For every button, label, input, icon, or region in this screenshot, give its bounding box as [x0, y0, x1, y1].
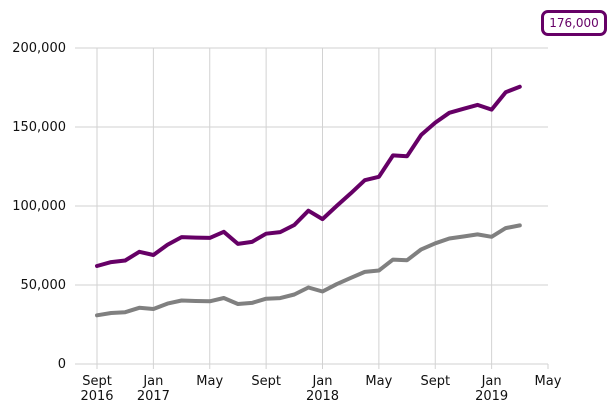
x-tick-year-label: 2016 — [80, 389, 113, 404]
x-tick-label: Sept — [82, 374, 112, 389]
x-tick-label: Sept — [251, 374, 281, 389]
x-tick-year-label: 2019 — [475, 389, 508, 404]
x-tick-year-label: 2018 — [306, 389, 339, 404]
x-tick-label: Jan — [481, 374, 502, 389]
series-line-1 — [95, 84, 522, 268]
latest-value-badge: 176,000 — [541, 10, 607, 36]
x-tick-label: Sept — [420, 374, 450, 389]
x-tick-label: May — [196, 374, 223, 389]
y-tick-label: 150,000 — [12, 120, 66, 135]
y-tick-label: 200,000 — [12, 41, 66, 56]
x-tick-label: Jan — [311, 374, 332, 389]
x-tick-label: May — [535, 374, 562, 389]
y-tick-label: 50,000 — [21, 278, 67, 293]
x-tick-year-label: 2017 — [137, 389, 170, 404]
y-tick-label: 0 — [58, 357, 66, 372]
y-tick-label: 100,000 — [12, 199, 66, 214]
x-tick-label: Jan — [142, 374, 163, 389]
series-line-2 — [95, 223, 522, 318]
x-tick-label: May — [365, 374, 392, 389]
